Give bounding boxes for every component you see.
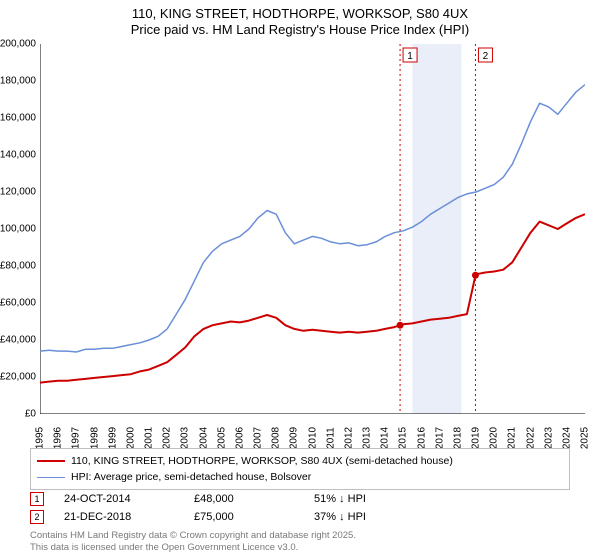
x-tick-label: 2025 [580, 427, 591, 449]
x-tick-label: 2002 [162, 427, 173, 449]
x-tick-label: 1995 [35, 427, 46, 449]
y-tick-label: £60,000 [0, 298, 36, 309]
x-tick-label: 2014 [380, 427, 391, 449]
title-line-1: 110, KING STREET, HODTHORPE, WORKSOP, S8… [0, 6, 600, 22]
legend-label-0: 110, KING STREET, HODTHORPE, WORKSOP, S8… [71, 455, 453, 467]
x-tick-label: 2020 [489, 427, 500, 449]
legend-row-0: 110, KING STREET, HODTHORPE, WORKSOP, S8… [37, 453, 563, 469]
y-tick-label: £0 [25, 409, 36, 420]
x-tick-label: 2001 [144, 427, 155, 449]
chart-title-block: 110, KING STREET, HODTHORPE, WORKSOP, S8… [0, 0, 600, 39]
y-axis-labels: £0£20,000£40,000£60,000£80,000£100,000£1… [0, 44, 40, 414]
y-tick-label: £160,000 [0, 113, 36, 124]
marker-badge-0-text: 1 [34, 494, 39, 504]
title-line-2: Price paid vs. HM Land Registry's House … [0, 22, 600, 38]
x-tick-label: 1996 [53, 427, 64, 449]
marker-badge-1: 2 [30, 510, 44, 524]
x-tick-label: 2012 [343, 427, 354, 449]
svg-text:2: 2 [483, 51, 489, 62]
x-tick-label: 1997 [71, 427, 82, 449]
y-tick-label: £100,000 [0, 224, 36, 235]
x-tick-label: 2016 [416, 427, 427, 449]
y-tick-label: £40,000 [0, 335, 36, 346]
footnote-line-1: Contains HM Land Registry data © Crown c… [30, 530, 570, 542]
x-tick-label: 2022 [525, 427, 536, 449]
x-tick-label: 2005 [216, 427, 227, 449]
legend-swatch-0 [37, 460, 65, 462]
y-tick-label: £180,000 [0, 76, 36, 87]
x-axis-labels: 1995199619971998199920002001200220032004… [40, 416, 585, 444]
x-tick-label: 2017 [434, 427, 445, 449]
marker-price-1: £75,000 [194, 511, 294, 523]
x-tick-label: 2007 [253, 427, 264, 449]
marker-table: 1 24-OCT-2014 £48,000 51% ↓ HPI 2 21-DEC… [30, 490, 570, 526]
x-tick-label: 1998 [89, 427, 100, 449]
marker-delta-0: 51% ↓ HPI [314, 493, 434, 505]
x-tick-label: 2021 [507, 427, 518, 449]
footnote-line-2: This data is licensed under the Open Gov… [30, 542, 570, 554]
x-tick-label: 2009 [289, 427, 300, 449]
y-tick-label: £140,000 [0, 150, 36, 161]
x-tick-label: 1999 [107, 427, 118, 449]
marker-date-1: 21-DEC-2018 [64, 511, 174, 523]
marker-row-0: 1 24-OCT-2014 £48,000 51% ↓ HPI [30, 490, 570, 508]
marker-badge-1-text: 2 [34, 512, 39, 522]
marker-row-1: 2 21-DEC-2018 £75,000 37% ↓ HPI [30, 508, 570, 526]
x-tick-label: 2003 [180, 427, 191, 449]
x-tick-label: 2013 [362, 427, 373, 449]
x-tick-label: 2000 [125, 427, 136, 449]
x-tick-label: 2008 [271, 427, 282, 449]
y-tick-label: £120,000 [0, 187, 36, 198]
chart-svg: 12 [40, 44, 585, 414]
svg-text:1: 1 [407, 51, 413, 62]
chart-plot-area: 12 [40, 44, 585, 414]
x-tick-label: 2024 [561, 427, 572, 449]
y-tick-label: £200,000 [0, 39, 36, 50]
x-tick-label: 2018 [452, 427, 463, 449]
x-tick-label: 2010 [307, 427, 318, 449]
legend: 110, KING STREET, HODTHORPE, WORKSOP, S8… [30, 448, 570, 490]
y-tick-label: £80,000 [0, 261, 36, 272]
marker-date-0: 24-OCT-2014 [64, 493, 174, 505]
footnote: Contains HM Land Registry data © Crown c… [30, 530, 570, 554]
x-tick-label: 2015 [398, 427, 409, 449]
x-tick-label: 2006 [234, 427, 245, 449]
x-tick-label: 2019 [471, 427, 482, 449]
y-tick-label: £20,000 [0, 372, 36, 383]
marker-badge-0: 1 [30, 492, 44, 506]
legend-row-1: HPI: Average price, semi-detached house,… [37, 469, 563, 485]
marker-price-0: £48,000 [194, 493, 294, 505]
x-tick-label: 2023 [543, 427, 554, 449]
marker-delta-1: 37% ↓ HPI [314, 511, 434, 523]
x-tick-label: 2004 [198, 427, 209, 449]
x-tick-label: 2011 [325, 427, 336, 449]
legend-label-1: HPI: Average price, semi-detached house,… [71, 471, 311, 483]
legend-swatch-1 [37, 477, 65, 478]
